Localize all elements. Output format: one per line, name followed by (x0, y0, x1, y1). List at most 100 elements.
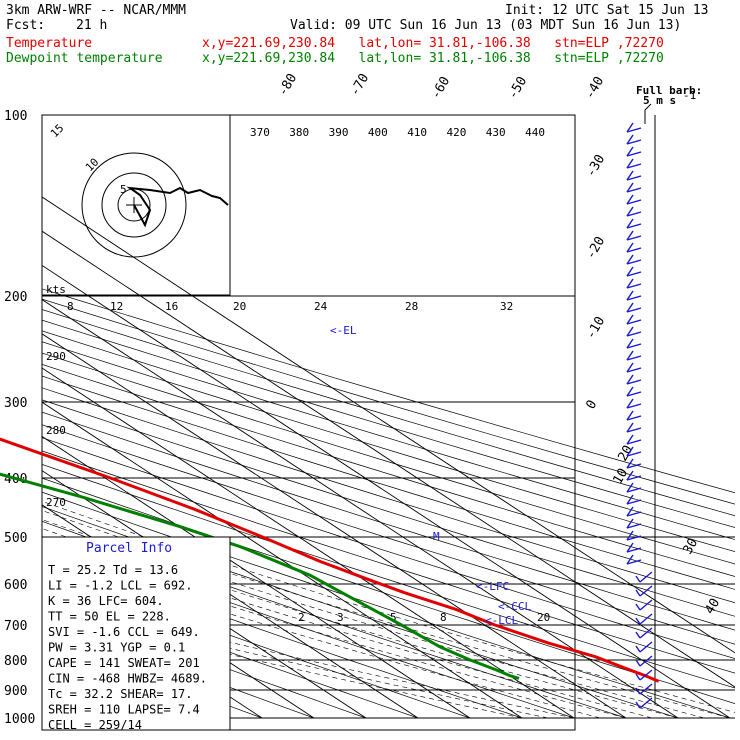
dry-adiabat-line (42, 424, 735, 645)
wind-barb-flag (626, 302, 634, 313)
dry-adiabat-line (42, 567, 471, 719)
forecast-label: Fcst: (6, 18, 46, 33)
pressure-label: 800 (4, 654, 27, 669)
wind-barb-staff (626, 151, 642, 157)
wind-barb-staff (626, 463, 642, 469)
mixing-ratio-label-low: 3 (337, 611, 344, 624)
m-annotation: M (433, 530, 440, 543)
wind-barb-flag (626, 266, 634, 277)
parcel-info-row: K = 36 LFC= 604. (48, 594, 164, 608)
wind-barb-staff (626, 331, 642, 337)
dry-adiabat-line (42, 363, 735, 577)
wind-barb-staff (626, 487, 642, 493)
theta-label: 440 (525, 126, 545, 139)
wind-barb-staff (626, 511, 642, 517)
full-barb-units: 5 m s (643, 94, 676, 107)
wind-barb-flag (626, 410, 634, 421)
wind-barb-flag (626, 338, 634, 349)
wind-barb-staff (626, 523, 642, 529)
wind-barb-flag (626, 518, 634, 529)
parcel-info-row: CELL = 259/14 (48, 718, 142, 732)
wind-barb-staff (639, 599, 653, 611)
wind-barb-staff (639, 627, 653, 639)
wind-barb-flag (626, 374, 634, 385)
dry-adiabat-line (42, 463, 735, 689)
wind-barb-flag (626, 434, 634, 445)
isotherm-line (42, 401, 523, 719)
wind-barb-flag (626, 314, 634, 325)
wind-barb-staff (626, 259, 642, 265)
wind-barbs (626, 122, 653, 709)
wind-barb-staff (639, 613, 653, 625)
isotherm-label: -70 (347, 71, 372, 99)
theta-left-label: 290 (46, 350, 66, 363)
parcel-info-box (41, 536, 231, 731)
wind-barb-staff (626, 379, 642, 385)
wind-barb-flag (626, 386, 634, 397)
wind-barb-flag (626, 482, 634, 493)
mixing-ratio-label: 28 (405, 300, 418, 313)
wind-barb-staff (626, 403, 642, 409)
wind-barb-staff (626, 355, 642, 361)
mixing-ratio-label: 16 (165, 300, 178, 313)
isotherm-line (42, 470, 419, 719)
parcel-info-row: SREH = 110 LAPSE= 7.4 (48, 703, 200, 717)
isotherm-label: -80 (275, 71, 300, 99)
wind-barb-staff (626, 211, 642, 217)
dry-adiabat-line (42, 352, 735, 565)
wind-barb-flag (626, 230, 634, 241)
wind-barb-staff (626, 499, 642, 505)
isotherm-label: 40 (702, 596, 723, 617)
isotherm-label: 10 (610, 466, 631, 487)
isotherm-line (42, 435, 471, 719)
wind-barb-staff (626, 139, 642, 145)
hodograph-ring-15 (81, 152, 187, 258)
theta-label: 390 (329, 126, 349, 139)
wind-barb-flag (635, 575, 641, 583)
hodograph-trace (126, 186, 229, 228)
pressure-label: 700 (4, 619, 27, 634)
wind-barb-flag (626, 530, 634, 541)
isotherm-label: -40 (582, 74, 607, 102)
dry-adiabat-line (42, 288, 735, 494)
wind-barb-flag (626, 542, 634, 553)
mixing-ratio-label: 32 (500, 300, 513, 313)
pressure-label: 900 (4, 684, 27, 699)
ccl-annotation: <-CCL (498, 600, 531, 613)
parcel-annotations: <-EL M <-LFC <-CCL <-LCL (330, 324, 531, 627)
wind-barb-flag (635, 673, 641, 681)
pressure-label: 600 (4, 578, 27, 593)
init-time: Init: 12 UTC Sat 15 Jun 13 (505, 3, 709, 18)
theta-left-label: 280 (46, 424, 66, 437)
theta-label: 400 (368, 126, 388, 139)
dry-adiabat-line (42, 309, 735, 517)
wind-barb-flag (626, 458, 634, 469)
isotherm-line (42, 230, 735, 688)
theta-label: 410 (407, 126, 427, 139)
wind-barb-staff (639, 669, 653, 681)
wind-barb-flag (635, 631, 641, 639)
model-title: 3km ARW-WRF -- NCAR/MMM (6, 3, 187, 18)
parcel-info-row: T = 25.2 Td = 13.6 (48, 563, 178, 577)
isotherm-line (42, 264, 731, 719)
wind-barb-flag (626, 422, 634, 433)
wind-barb-flag (626, 242, 634, 253)
wind-barb-staff (626, 415, 642, 421)
dry-adiabat-line (42, 319, 735, 528)
theta-label: 430 (486, 126, 506, 139)
wind-barb-staff (626, 271, 642, 277)
dry-adiabat-line (42, 399, 735, 617)
wind-barb-flag (626, 362, 634, 373)
parcel-info-row: SVI = -1.6 CCL = 649. (48, 625, 200, 639)
wind-barb-flag (626, 218, 634, 229)
wind-barb-flag (635, 603, 641, 611)
full-barb-title: Full barb: (636, 84, 702, 97)
wind-barb-flag (626, 194, 634, 205)
legend-dewpoint: Dewpoint temperature (6, 51, 163, 66)
wind-barb-staff (626, 319, 642, 325)
pressure-label: 1000 (4, 712, 35, 727)
wind-barb-flag (626, 470, 634, 481)
wind-barb-flag (626, 494, 634, 505)
isotherm-line (42, 299, 679, 719)
